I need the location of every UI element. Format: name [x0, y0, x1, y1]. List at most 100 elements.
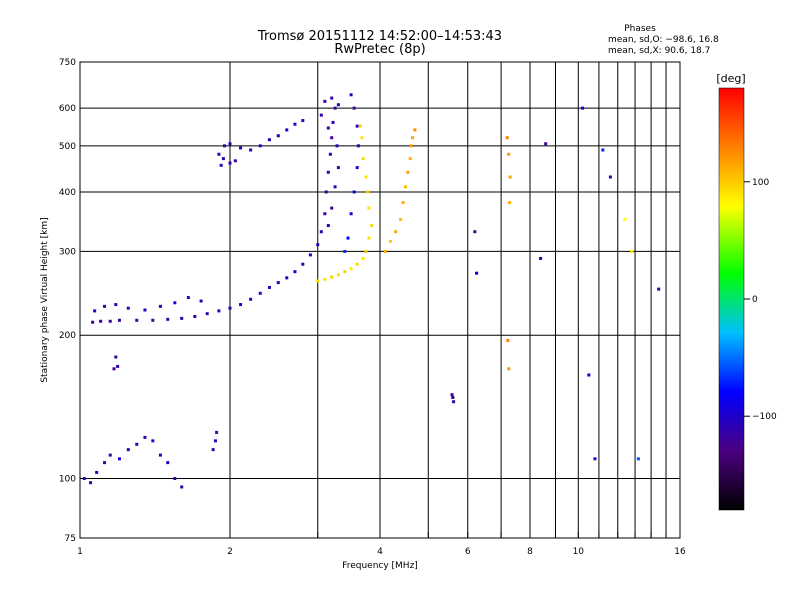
data-point — [336, 103, 340, 107]
data-point — [330, 206, 334, 210]
data-point — [328, 152, 332, 156]
data-point — [343, 270, 347, 274]
data-point — [217, 152, 221, 156]
data-point — [95, 470, 99, 474]
data-point — [406, 170, 410, 174]
data-point — [370, 224, 374, 228]
y-axis-label: Stationary phase Virtual Height [km] — [40, 217, 50, 382]
y-tick-label: 300 — [59, 247, 76, 257]
data-point — [215, 430, 219, 434]
data-point — [330, 136, 334, 140]
data-point — [507, 367, 511, 371]
data-point — [349, 212, 353, 216]
data-point — [219, 163, 223, 167]
data-point — [355, 124, 359, 128]
data-point — [285, 276, 289, 280]
data-point — [135, 318, 139, 322]
phases-header: Phases — [624, 24, 656, 34]
x-tick-label: 8 — [527, 547, 533, 557]
data-point — [358, 124, 362, 128]
data-point — [112, 367, 116, 371]
data-point — [413, 128, 417, 132]
x-tick-label: 16 — [674, 547, 686, 557]
data-point — [401, 201, 405, 205]
data-point — [336, 166, 340, 170]
data-point — [258, 144, 262, 148]
data-point — [507, 152, 511, 156]
data-points — [82, 93, 661, 489]
y-tick-label: 500 — [59, 142, 76, 152]
data-point — [323, 212, 327, 216]
data-point — [394, 230, 398, 234]
data-point — [587, 373, 591, 377]
data-point — [452, 400, 456, 404]
data-point — [316, 279, 320, 283]
data-point — [450, 393, 454, 397]
data-point — [355, 166, 359, 170]
data-point — [228, 142, 232, 146]
data-point — [89, 481, 93, 485]
data-point — [91, 320, 95, 324]
data-point — [293, 270, 297, 274]
data-point — [330, 96, 334, 100]
data-point — [630, 249, 634, 253]
data-point — [360, 136, 364, 140]
data-point — [217, 309, 221, 313]
data-point — [301, 119, 305, 123]
data-point — [114, 355, 118, 359]
data-point — [323, 277, 327, 281]
y-tick-label: 750 — [59, 58, 76, 68]
data-point — [319, 230, 323, 234]
data-point — [333, 106, 337, 110]
data-point — [239, 146, 243, 150]
data-point — [367, 206, 371, 210]
data-point — [285, 128, 289, 132]
y-tick-label: 400 — [59, 188, 76, 198]
data-point — [356, 144, 360, 148]
data-point — [117, 457, 121, 461]
grid-lines — [80, 62, 680, 538]
data-point — [349, 267, 353, 271]
data-point — [126, 306, 130, 310]
data-point — [657, 287, 661, 291]
data-point — [173, 301, 177, 305]
colorbar-tick-label: 100 — [752, 178, 769, 188]
data-point — [158, 304, 162, 308]
data-point — [158, 453, 162, 457]
data-point — [408, 157, 412, 161]
data-point — [135, 442, 139, 446]
data-point — [276, 134, 280, 138]
y-tick-label: 75 — [65, 534, 76, 544]
data-point — [593, 457, 597, 461]
data-point — [276, 281, 280, 285]
data-point — [180, 316, 184, 320]
data-point — [539, 256, 543, 260]
data-point — [383, 249, 387, 253]
data-point — [323, 99, 327, 103]
data-point — [326, 126, 330, 130]
data-point — [82, 477, 86, 481]
data-point — [331, 120, 335, 124]
data-point — [505, 136, 509, 140]
colorbar-tick-label: −100 — [752, 412, 777, 422]
x-tick-label: 1 — [77, 547, 83, 557]
data-point — [223, 144, 227, 148]
data-point — [267, 138, 271, 142]
data-point — [636, 457, 640, 461]
data-point — [249, 148, 253, 152]
data-point — [506, 338, 510, 342]
data-point — [364, 249, 368, 253]
x-tick-label: 2 — [227, 547, 233, 557]
data-point — [335, 144, 339, 148]
data-point — [326, 170, 330, 174]
data-point — [346, 236, 350, 240]
data-point — [293, 122, 297, 126]
data-point — [258, 291, 262, 295]
colorbar-tick-label: 0 — [752, 295, 758, 305]
data-point — [623, 218, 627, 222]
data-point — [473, 230, 477, 234]
colorbar-ticks: 100 0 −100 — [744, 178, 777, 422]
data-point — [409, 144, 413, 148]
colorbar — [718, 87, 745, 511]
